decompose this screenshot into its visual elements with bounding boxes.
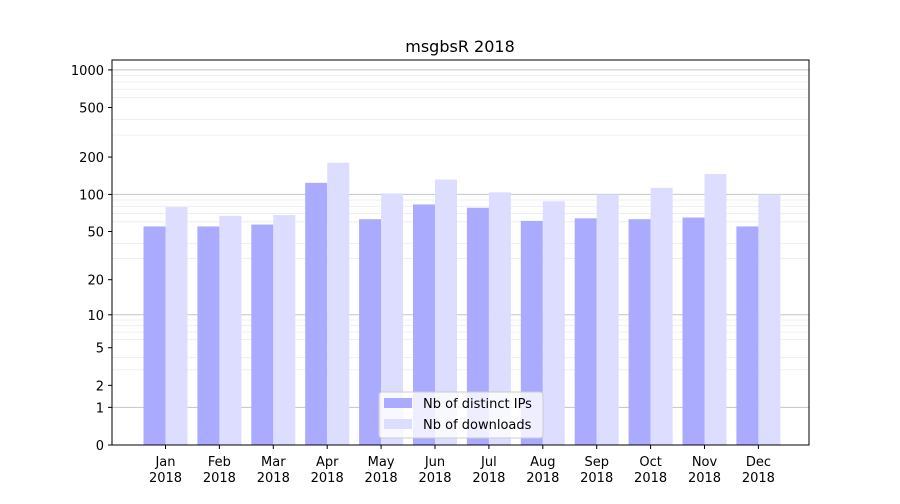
- x-tick-label-month: Feb: [208, 455, 231, 470]
- y-tick-label: 200: [79, 151, 104, 166]
- bar-downloads: [704, 174, 727, 445]
- bar-downloads: [758, 194, 781, 445]
- x-tick-label-year: 2018: [418, 471, 451, 486]
- x-tick-label-year: 2018: [257, 471, 290, 486]
- x-tick-label-month: Nov: [692, 455, 718, 470]
- bar-downloads: [273, 215, 296, 445]
- bar-downloads: [435, 179, 457, 446]
- y-tick-label: 1000: [71, 64, 104, 79]
- bar-downloads: [327, 162, 350, 446]
- y-tick-label: 0: [96, 439, 104, 454]
- y-tick-label: 1: [96, 401, 104, 416]
- x-tick-label-month: Sep: [584, 455, 609, 470]
- y-axis: 0 1 2 5 10 20 50 100 200 500 1000: [71, 64, 112, 454]
- y-tick-label: 5: [96, 342, 104, 357]
- y-tick-label: 50: [87, 226, 104, 241]
- x-tick-label-year: 2018: [688, 471, 721, 486]
- bar-distinct-ips: [628, 219, 651, 445]
- bar-downloads: [596, 194, 619, 445]
- x-tick-label-month: May: [368, 455, 395, 470]
- x-tick-label-year: 2018: [742, 471, 775, 486]
- y-tick-label: 500: [79, 101, 104, 116]
- legend-label: Nb of downloads: [423, 418, 532, 433]
- x-tick-label-month: Jul: [480, 455, 497, 470]
- bar-distinct-ips: [359, 219, 382, 445]
- legend-label: Nb of distinct IPs: [423, 397, 532, 412]
- x-tick-label-month: Aug: [530, 455, 555, 470]
- x-tick-label-month: Apr: [316, 455, 339, 470]
- x-tick-label-month: Jun: [424, 455, 445, 470]
- bar-distinct-ips: [143, 226, 166, 445]
- x-tick-label-year: 2018: [580, 471, 613, 486]
- bar-downloads: [381, 193, 404, 445]
- x-tick-label-year: 2018: [472, 471, 505, 486]
- x-tick-label-month: Oct: [639, 455, 661, 470]
- y-tick-label: 100: [79, 188, 104, 203]
- legend-swatch: [384, 398, 412, 408]
- bar-distinct-ips: [682, 217, 705, 445]
- x-axis: Jan2018Feb2018Mar2018Apr2018May2018Jun20…: [149, 445, 775, 486]
- bars: [143, 162, 781, 446]
- bar-downloads: [165, 207, 188, 445]
- y-tick-label: 20: [87, 274, 104, 289]
- x-tick-label-month: Jan: [154, 455, 175, 470]
- bar-distinct-ips: [251, 224, 274, 445]
- bar-distinct-ips: [574, 218, 597, 445]
- x-tick-label-year: 2018: [203, 471, 236, 486]
- x-tick-label-year: 2018: [365, 471, 398, 486]
- bar-distinct-ips: [197, 226, 220, 445]
- bar-distinct-ips: [736, 226, 759, 445]
- bar-distinct-ips: [466, 207, 489, 445]
- x-tick-label-month: Dec: [746, 455, 771, 470]
- x-tick-label-year: 2018: [634, 471, 667, 486]
- x-tick-label-month: Mar: [261, 455, 286, 470]
- legend: Nb of distinct IPs Nb of downloads: [378, 391, 544, 439]
- legend-swatch: [384, 419, 412, 429]
- plot-frame: [111, 59, 810, 446]
- bar-distinct-ips: [520, 220, 543, 445]
- chart-title: msgbsR 2018: [405, 37, 515, 56]
- x-tick-label-year: 2018: [149, 471, 182, 486]
- y-tick-label: 2: [96, 379, 104, 394]
- bar-distinct-ips: [413, 204, 435, 445]
- bar-downloads: [650, 187, 673, 445]
- bar-downloads: [488, 192, 511, 445]
- bar-distinct-ips: [305, 182, 328, 445]
- y-tick-label: 10: [87, 309, 104, 324]
- bar-downloads: [542, 201, 565, 445]
- x-tick-label-year: 2018: [311, 471, 344, 486]
- x-tick-label-year: 2018: [526, 471, 559, 486]
- legend-box: [378, 391, 544, 439]
- bar-downloads: [219, 215, 242, 445]
